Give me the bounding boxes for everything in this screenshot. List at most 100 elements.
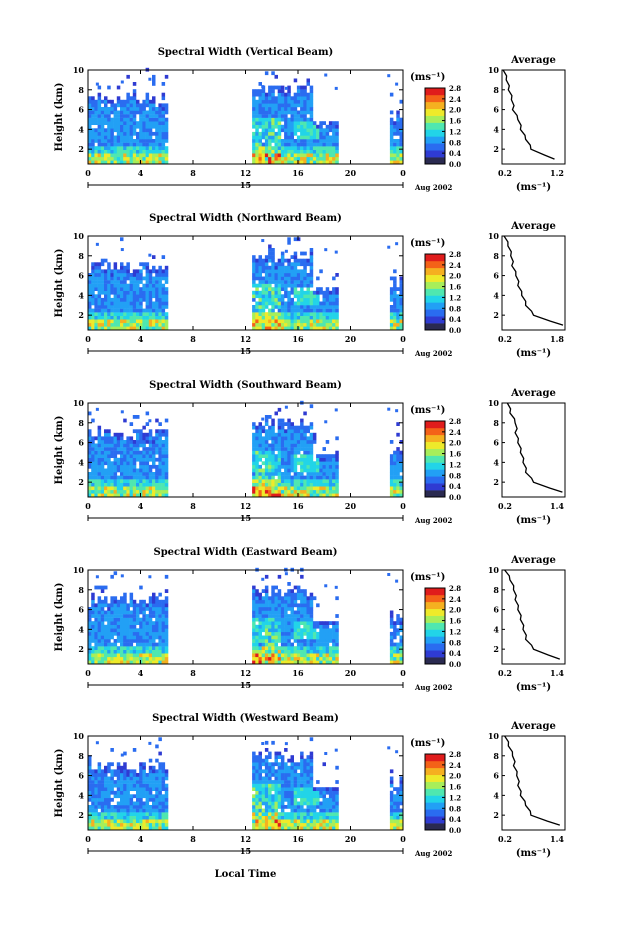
- colorbar: 0.00.40.81.21.62.02.42.8: [424, 250, 461, 335]
- colorbar-swatch: [425, 427, 445, 436]
- heatmap-cell: [152, 308, 156, 313]
- heatmap-cell: [264, 301, 269, 306]
- heatmap-cell: [335, 482, 339, 487]
- heatmap-cell: [110, 614, 114, 618]
- heatmap-cell: [148, 656, 153, 661]
- heatmap-cell: [120, 826, 124, 831]
- heatmap-cell: [258, 117, 262, 122]
- heatmap-cell: [399, 454, 403, 458]
- heatmap-cell: [306, 110, 310, 115]
- heatmap-cell: [309, 486, 314, 491]
- heatmap-cell: [255, 649, 259, 654]
- heatmap-cell: [136, 819, 140, 824]
- heatmap-cell: [274, 808, 278, 813]
- heatmap-cell: [136, 603, 140, 608]
- heatmap-cell: [335, 660, 339, 665]
- heatmap-cell: [142, 493, 146, 498]
- colorbar-swatch: [425, 469, 445, 477]
- heatmap-cell: [309, 432, 314, 437]
- heatmap-cell: [264, 826, 269, 831]
- average-y-tick-label: 6: [493, 105, 499, 115]
- heatmap-cell: [107, 117, 111, 122]
- heatmap-cell: [158, 315, 162, 320]
- heatmap-cell: [306, 312, 310, 316]
- heatmap-cell: [264, 614, 269, 618]
- heatmap-cell: [258, 787, 262, 791]
- heatmap-cell: [91, 464, 95, 469]
- heatmap-cell: [88, 326, 92, 331]
- heatmap-cell: [129, 315, 134, 320]
- heatmap-cell: [110, 461, 114, 466]
- average-x-tick-label: 0.2: [498, 168, 512, 178]
- heatmap-cell: [97, 287, 102, 291]
- heatmap-cell: [303, 99, 307, 104]
- heatmap-cell: [293, 436, 298, 441]
- heatmap-cell: [110, 819, 114, 824]
- heatmap-cell: [309, 290, 314, 295]
- heatmap-cell: [332, 631, 336, 636]
- heatmap-cell: [306, 596, 310, 601]
- heatmap-cell: [132, 787, 137, 791]
- heatmap-cell: [139, 110, 143, 115]
- heatmap-cell: [110, 631, 114, 636]
- heatmap-cell: [268, 269, 272, 274]
- heatmap-cell: [94, 117, 98, 122]
- heatmap-cell: [280, 801, 285, 806]
- heatmap-cell: [290, 121, 294, 125]
- heatmap-cell: [287, 493, 291, 498]
- heatmap-cell: [303, 103, 307, 108]
- heatmap-cell: [120, 283, 124, 288]
- heatmap-cell: [316, 319, 320, 324]
- heatmap-cell: [271, 468, 275, 473]
- heatmap-cell: [104, 457, 108, 462]
- heatmap-cell: [158, 631, 162, 636]
- heatmap-cell: [116, 468, 121, 473]
- heatmap-cell: [293, 273, 298, 277]
- heatmap-cell: [268, 117, 272, 122]
- heatmap-cell: [148, 107, 153, 111]
- colorbar-tick-label: 2.0: [449, 272, 461, 281]
- heatmap-cell: [303, 135, 307, 140]
- heatmap-cell: [268, 769, 272, 774]
- heatmap-cell: [91, 319, 95, 324]
- heatmap-cell: [293, 110, 298, 115]
- heatmap-cell: [300, 596, 304, 601]
- heatmap-cell: [158, 447, 162, 451]
- heatmap-cell: [129, 99, 134, 104]
- heatmap-cell: [303, 631, 307, 636]
- colorbar-tick-label: 0.8: [449, 638, 461, 647]
- heatmap-cell: [399, 628, 403, 633]
- heatmap-cell: [296, 273, 301, 277]
- heatmap-cell: [284, 156, 288, 161]
- heatmap-cell: [274, 660, 278, 665]
- heatmap-cell: [309, 276, 314, 281]
- heatmap-cell: [306, 99, 310, 104]
- heatmap-cell: [393, 457, 397, 462]
- heatmap-cell: [332, 121, 336, 125]
- heatmap-cell: [113, 326, 118, 331]
- heatmap-cell: [120, 447, 124, 451]
- heatmap-cell: [393, 280, 397, 284]
- heatmap-cell: [142, 443, 146, 448]
- heatmap-cell: [396, 631, 400, 636]
- heatmap-cell: [94, 794, 98, 799]
- heatmap-cell: [145, 603, 150, 608]
- heatmap-cell: [126, 635, 130, 640]
- colorbar-swatch: [425, 274, 445, 282]
- heatmap-cell: [91, 128, 95, 133]
- heatmap-cell: [389, 457, 394, 462]
- heatmap-cell: [152, 99, 156, 104]
- heatmap-cell: [261, 790, 266, 795]
- heatmap-cell: [312, 461, 317, 466]
- heatmap-cell: [145, 135, 150, 140]
- heatmap-cell: [116, 153, 121, 158]
- heatmap-cell: [271, 273, 275, 277]
- heatmap-cell: [126, 287, 130, 291]
- heatmap-cell: [152, 607, 156, 611]
- heatmap-cell: [264, 592, 269, 597]
- heatmap-cell: [319, 146, 323, 150]
- heatmap-cell: [268, 599, 272, 604]
- heatmap-cell: [88, 149, 92, 154]
- heatmap-cell: [100, 273, 105, 277]
- heatmap-cell: [158, 153, 162, 158]
